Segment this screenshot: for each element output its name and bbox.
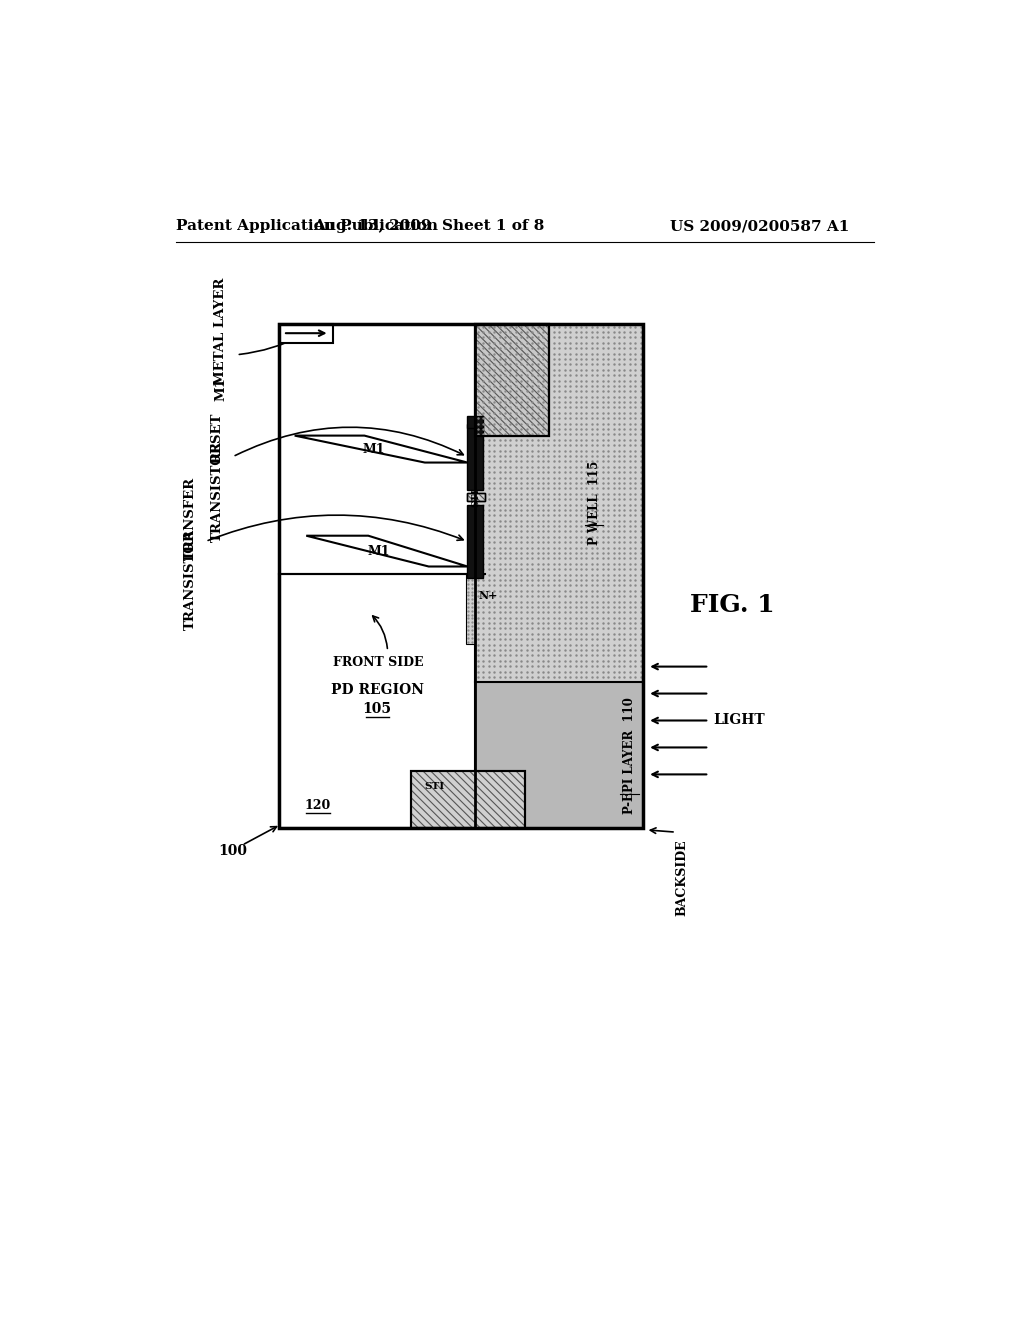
Text: TRANSISTOR: TRANSISTOR bbox=[183, 529, 197, 631]
Text: M1: M1 bbox=[362, 442, 385, 455]
Text: FRONT SIDE: FRONT SIDE bbox=[334, 656, 424, 669]
Text: FIG. 1: FIG. 1 bbox=[690, 593, 775, 616]
Bar bbox=[280, 574, 475, 829]
Text: RESET: RESET bbox=[211, 412, 223, 463]
Bar bbox=[467, 424, 483, 490]
Bar bbox=[475, 323, 549, 436]
Bar bbox=[475, 323, 549, 436]
Bar bbox=[475, 323, 549, 436]
Text: N+: N+ bbox=[478, 590, 498, 601]
Text: M1: M1 bbox=[214, 378, 227, 401]
Text: 120: 120 bbox=[305, 799, 331, 812]
Bar bbox=[475, 323, 643, 682]
Bar bbox=[411, 771, 524, 829]
Text: PD REGION: PD REGION bbox=[331, 682, 424, 697]
Bar bbox=[467, 494, 484, 502]
Text: STI: STI bbox=[425, 781, 445, 791]
Bar bbox=[280, 323, 334, 343]
Bar bbox=[475, 323, 549, 436]
Text: 105: 105 bbox=[362, 702, 391, 715]
Text: TRANSISTOR: TRANSISTOR bbox=[211, 441, 223, 543]
Text: P WELL  115: P WELL 115 bbox=[588, 461, 601, 545]
Polygon shape bbox=[306, 536, 467, 566]
Text: LIGHT: LIGHT bbox=[713, 714, 765, 727]
Text: Aug. 13, 2009  Sheet 1 of 8: Aug. 13, 2009 Sheet 1 of 8 bbox=[313, 219, 545, 234]
Text: 100: 100 bbox=[218, 845, 247, 858]
Text: BACKSIDE: BACKSIDE bbox=[676, 840, 688, 916]
Bar bbox=[475, 323, 643, 829]
Text: P-EPI LAYER  110: P-EPI LAYER 110 bbox=[623, 697, 636, 813]
Bar bbox=[280, 323, 475, 829]
Bar bbox=[466, 574, 475, 644]
Text: TRANSFER: TRANSFER bbox=[183, 477, 197, 560]
Polygon shape bbox=[295, 436, 467, 462]
Bar bbox=[280, 323, 643, 829]
Bar bbox=[466, 574, 475, 644]
Bar bbox=[411, 771, 524, 829]
Bar bbox=[467, 494, 484, 502]
Bar bbox=[280, 323, 475, 574]
Bar bbox=[467, 416, 483, 428]
Bar bbox=[467, 506, 483, 578]
Text: US 2009/0200587 A1: US 2009/0200587 A1 bbox=[671, 219, 850, 234]
Bar bbox=[475, 323, 643, 682]
Text: STI: STI bbox=[471, 488, 480, 507]
Text: METAL LAYER: METAL LAYER bbox=[214, 279, 227, 385]
Text: M1: M1 bbox=[368, 545, 390, 557]
Text: Patent Application Publication: Patent Application Publication bbox=[176, 219, 438, 234]
